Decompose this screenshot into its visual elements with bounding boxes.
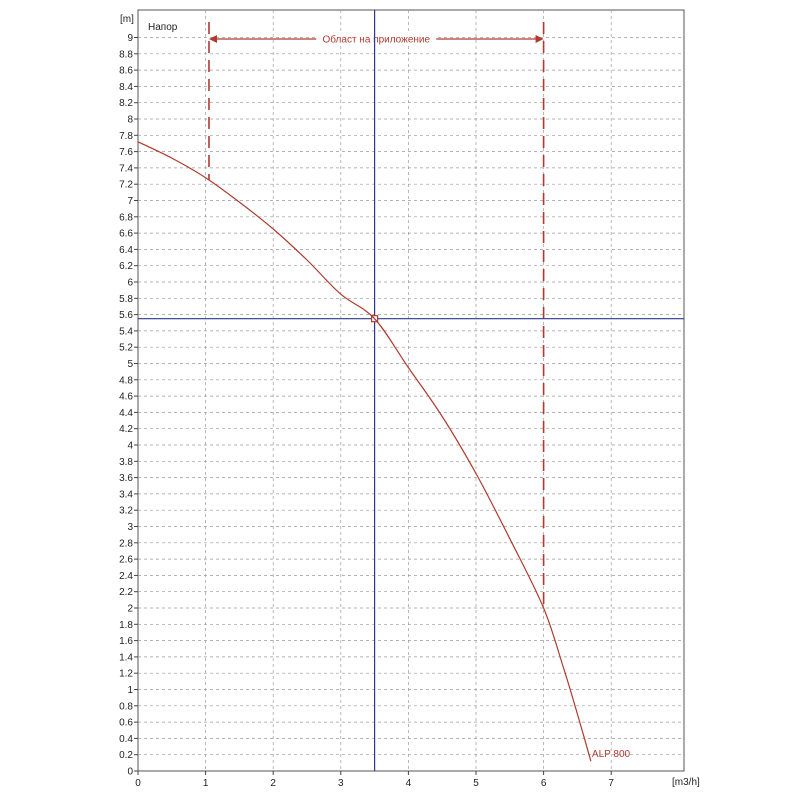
y-tick-label: 0.8 bbox=[119, 701, 133, 712]
y-tick-label: 8.4 bbox=[119, 82, 133, 93]
x-axis-unit: [m3/h] bbox=[672, 777, 700, 788]
x-tick-label: 1 bbox=[203, 778, 209, 789]
y-tick-label: 9 bbox=[127, 33, 133, 44]
y-tick-label: 2.4 bbox=[119, 571, 133, 582]
y-tick-label: 0.6 bbox=[119, 718, 133, 729]
y-tick-label: 5.6 bbox=[119, 310, 133, 321]
y-tick-label: 6.2 bbox=[119, 261, 133, 272]
range-arrow-right bbox=[535, 35, 544, 43]
range-label-bg bbox=[316, 31, 437, 45]
x-tick-label: 5 bbox=[473, 778, 479, 789]
y-tick-label: 1.2 bbox=[119, 669, 133, 680]
y-tick-label: 7.2 bbox=[119, 180, 133, 191]
y-tick-label: 7.8 bbox=[119, 131, 133, 142]
y-tick-label: 2.8 bbox=[119, 538, 133, 549]
y-tick-label: 5 bbox=[127, 359, 133, 370]
x-tick-label: 6 bbox=[541, 778, 547, 789]
y-tick-label: 1.4 bbox=[119, 652, 133, 663]
y-tick-label: 7.6 bbox=[119, 147, 133, 158]
y-tick-label: 8.6 bbox=[119, 66, 133, 77]
y-tick-label: 2.2 bbox=[119, 587, 133, 598]
y-tick-label: 1.8 bbox=[119, 620, 133, 631]
chart-title: Напор bbox=[148, 22, 178, 33]
y-tick-label: 8.2 bbox=[119, 98, 133, 109]
y-tick-label: 5.8 bbox=[119, 294, 133, 305]
y-tick-label: 7 bbox=[127, 196, 133, 207]
y-tick-label: 6 bbox=[127, 278, 133, 289]
series-layer: ALP 800 bbox=[137, 141, 631, 762]
y-axis: 0 0.2 0.4 0.6 0.8 1 1.2 1.4 1.6 1.8 2 2.2 2.4 2.6 2.8 3… bbox=[119, 33, 138, 778]
x-tick-label: 2 bbox=[270, 778, 276, 789]
y-tick-label: 2 bbox=[127, 604, 133, 615]
y-tick-label: 4.6 bbox=[119, 392, 133, 403]
range-label: Област на приложение bbox=[323, 34, 431, 46]
y-tick-label: 3.8 bbox=[119, 457, 133, 468]
y-tick-label: 6.8 bbox=[119, 212, 133, 223]
y-axis-unit: [m] bbox=[120, 14, 134, 25]
y-tick-label: 0.4 bbox=[119, 734, 133, 745]
plot-area bbox=[137, 9, 685, 772]
x-tick-label: 7 bbox=[608, 778, 614, 789]
y-tick-label: 5.4 bbox=[119, 326, 133, 337]
x-tick-label: 3 bbox=[338, 778, 344, 789]
y-tick-label: 8 bbox=[127, 115, 133, 126]
y-tick-label: 3.2 bbox=[119, 506, 133, 517]
series-line-alp-800 bbox=[137, 141, 592, 762]
y-tick-label: 1.6 bbox=[119, 636, 133, 647]
y-tick-label: 3.4 bbox=[119, 489, 133, 500]
x-tick-label: 4 bbox=[406, 778, 412, 789]
series-label: ALP 800 bbox=[592, 749, 631, 760]
y-tick-label: 3 bbox=[127, 522, 133, 533]
x-tick-label: 0 bbox=[135, 778, 141, 789]
y-tick-label: 1 bbox=[127, 685, 133, 696]
y-tick-label: 6.6 bbox=[119, 229, 133, 240]
y-tick-label: 5.2 bbox=[119, 343, 133, 354]
y-tick-label: 4.8 bbox=[119, 375, 133, 386]
y-tick-label: 8.8 bbox=[119, 49, 133, 60]
y-tick-label: 6.4 bbox=[119, 245, 133, 256]
y-tick-label: 4.4 bbox=[119, 408, 133, 419]
application-range: Област на приложение bbox=[208, 22, 545, 608]
y-tick-label: 3.6 bbox=[119, 473, 133, 484]
y-tick-label: 4 bbox=[127, 441, 133, 452]
y-tick-label: 4.2 bbox=[119, 424, 133, 435]
y-tick-label: 7.4 bbox=[119, 163, 133, 174]
y-tick-label: 0 bbox=[127, 767, 133, 778]
y-tick-label: 2.6 bbox=[119, 555, 133, 566]
x-axis: 0 1 2 3 4 5 6 7 bbox=[135, 771, 614, 789]
range-arrow-left bbox=[208, 35, 217, 43]
y-tick-label: 0.2 bbox=[119, 750, 133, 761]
